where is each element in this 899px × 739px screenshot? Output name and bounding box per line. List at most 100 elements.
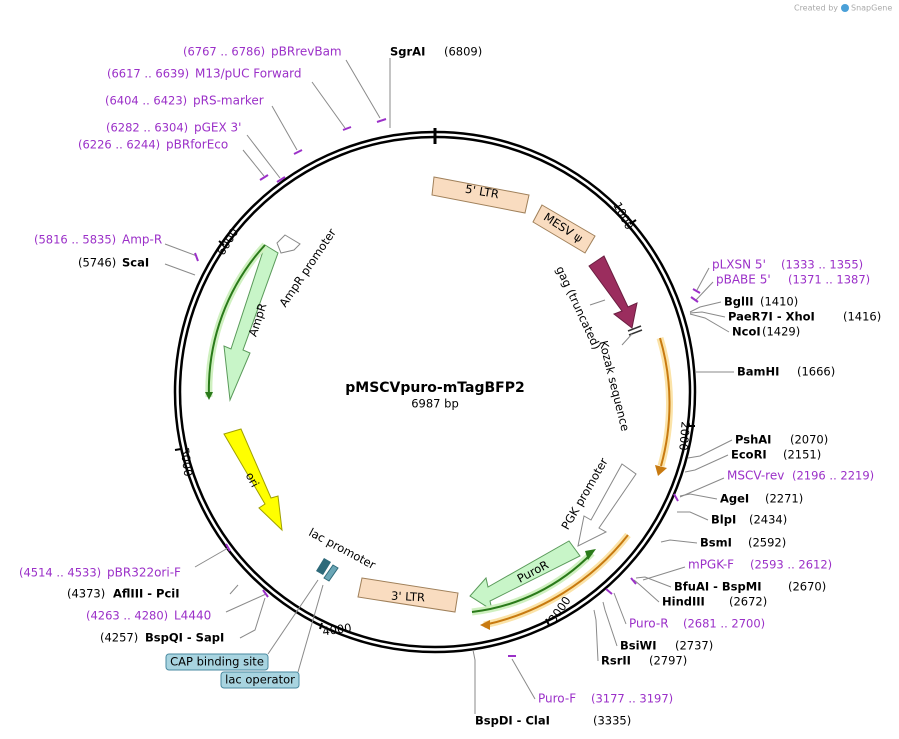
primer-range: (4263 .. 4280) (86, 609, 168, 623)
ampr-line (207, 244, 266, 398)
primer-site (262, 589, 269, 598)
feature-lac (316, 558, 339, 582)
primer-range: (5816 .. 5835) (34, 233, 116, 247)
enzyme-position: (6809) (444, 45, 482, 59)
primer-site (194, 252, 199, 262)
watermark-brand: SnapGene (851, 4, 892, 13)
leader-line (677, 511, 709, 521)
leader-line (194, 547, 229, 568)
primer-name: pGEX 3' (194, 121, 241, 135)
primer-name: M13/pUC Forward (195, 67, 302, 81)
primer-name: Puro-F (538, 692, 576, 706)
leader-line (164, 243, 198, 257)
lac-operator-box (220, 671, 300, 689)
ruler-label: 1000 (610, 200, 636, 232)
ruler-label: 5000 (178, 446, 196, 477)
enzyme-name: NcoI (732, 325, 761, 339)
feature-box-label: lac operator (225, 673, 295, 687)
plasmid-name: pMSCVpuro-mTagBFP2 (345, 380, 525, 396)
leader-line (613, 592, 627, 625)
enzyme-position: (2070) (790, 433, 828, 447)
leader-line (689, 311, 726, 318)
enzyme-name: RsrII (601, 654, 631, 668)
leader-line (635, 576, 672, 588)
enzyme-position: (1666) (797, 365, 835, 379)
enzyme-position: (5746) (78, 256, 116, 270)
enzyme-name: BspQI - SapI (145, 631, 224, 645)
feature-ampr-promoter (276, 234, 301, 254)
feature-pgk (577, 463, 637, 547)
primer-site (376, 118, 387, 123)
primer-site (692, 288, 701, 294)
feature-3ltr (357, 577, 459, 613)
primer-range: (6282 .. 6304) (106, 121, 188, 135)
primer-range: (6226 .. 6244) (78, 138, 160, 152)
feature-gag (588, 255, 638, 329)
enzyme-name: BlpI (711, 513, 736, 527)
primer-name: pBABE 5' (716, 273, 771, 287)
feature-label: Kozak sequence (596, 339, 632, 432)
primer-site (293, 149, 303, 155)
watermark-text: Created by (794, 4, 838, 13)
enzyme-position: (4257) (100, 631, 138, 645)
leader-line (621, 333, 633, 346)
snapgene-logo (841, 4, 849, 12)
feature-label: ori (243, 470, 262, 490)
primer-range: (2196 .. 2219) (792, 469, 874, 483)
feature-puror (469, 540, 581, 612)
leader-line (225, 593, 267, 613)
enzyme-name: BsmI (700, 536, 732, 550)
enzyme-name: BglII (724, 295, 754, 309)
primer-range: (6617 .. 6639) (107, 67, 189, 81)
leader-line (589, 299, 606, 306)
primer-name: Amp-R (122, 233, 162, 247)
enzyme-name: AflIII - PciI (113, 587, 180, 601)
leader-line (271, 105, 298, 151)
ruler-ticks (174, 219, 695, 630)
plasmid-length: 6987 bp (411, 397, 459, 411)
feature-label: 5' LTR (464, 182, 500, 202)
leader-line (593, 609, 599, 662)
puror-head (585, 549, 596, 560)
feature-label: gag (truncated) (553, 264, 604, 352)
leader-line (267, 579, 319, 655)
enzyme-name: EcoRI (731, 448, 767, 462)
leader-line (239, 597, 266, 639)
enzyme-name: PshAI (735, 433, 771, 447)
leader-line (242, 149, 265, 177)
feature-box-label: CAP binding site (170, 655, 264, 669)
enzyme-position: (1416) (843, 310, 881, 324)
enzyme-name: BsiWI (620, 639, 657, 653)
primer-site (276, 176, 286, 183)
orf-head (655, 465, 667, 476)
enzyme-position: (1429) (762, 325, 800, 339)
primer-name: L4440 (174, 609, 211, 623)
enzyme-position: (2670) (788, 580, 826, 594)
primer-name: Puro-R (629, 617, 669, 631)
leader-line (472, 649, 476, 714)
primer-name: MSCV-rev (727, 469, 784, 483)
leader-line (297, 584, 324, 673)
primer-name: pBRforEco (166, 138, 228, 152)
leader-line (633, 579, 660, 603)
primer-site (605, 588, 613, 595)
enzyme-name: BspDI - ClaI (475, 714, 550, 728)
primer-site (690, 296, 699, 303)
leader-line (246, 134, 281, 179)
leader-line (511, 658, 536, 700)
ruler-label: 4000 (321, 621, 352, 639)
primer-range: (6767 .. 6786) (183, 45, 265, 59)
primer-range: (1333 .. 1355) (781, 258, 863, 272)
primer-range: (4514 .. 4533) (19, 566, 101, 580)
primer-range: (6404 .. 6423) (105, 94, 187, 108)
feature-5ltr (431, 176, 530, 214)
primer-range: (2681 .. 2700) (683, 617, 765, 631)
primer-name: pBR322ori-F (107, 566, 181, 580)
enzyme-name: BamHI (737, 365, 779, 379)
feature-mesv (532, 204, 596, 254)
leader-line (660, 539, 698, 544)
enzyme-position: (2737) (675, 639, 713, 653)
leader-line (696, 267, 710, 291)
enzyme-name: AgeI (720, 492, 749, 506)
